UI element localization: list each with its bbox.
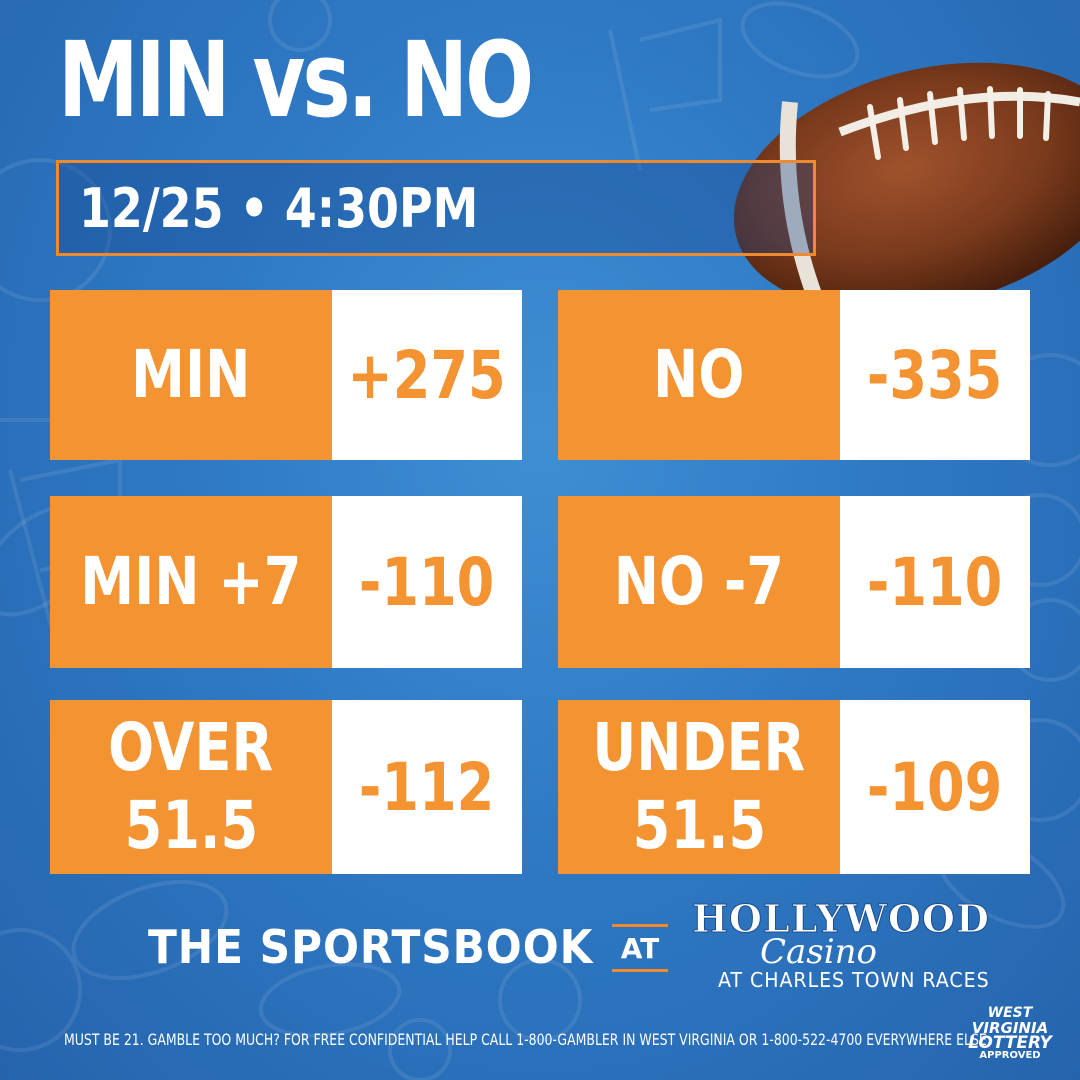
odds-grid: MIN +275 NO -335 MIN +7 -110 NO -7 -110 … — [50, 290, 1032, 874]
odds-label-over: OVER 51.5 — [50, 700, 332, 874]
sportsbook-name: THE SPORTSBOOK — [148, 920, 594, 974]
casino-logo-text: Casino — [760, 932, 877, 972]
game-datetime: 12/25 • 4:30PM — [79, 177, 479, 240]
charles-town-text: AT CHARLES TOWN RACES — [718, 968, 990, 992]
odds-value-min-moneyline: +275 — [332, 290, 522, 460]
odds-label-min-moneyline: MIN — [50, 290, 332, 460]
odds-value-over: -112 — [332, 700, 522, 874]
date-time-box: 12/25 • 4:30PM — [56, 160, 816, 256]
hollywood-logo-text: HOLLYWOOD — [692, 896, 990, 942]
odds-value-under: -109 — [840, 700, 1030, 874]
odds-label-under: UNDER 51.5 — [558, 700, 840, 874]
odds-label-no-spread: NO -7 — [558, 496, 840, 668]
page-title: MIN vs. NO — [58, 19, 534, 141]
odds-label-min-spread: MIN +7 — [50, 496, 332, 668]
gambling-disclaimer: MUST BE 21. GAMBLE TOO MUCH? FOR FREE CO… — [64, 1030, 991, 1049]
odds-value-no-moneyline: -335 — [840, 290, 1030, 460]
odds-value-min-spread: -110 — [332, 496, 522, 668]
wv-lottery-approved-logo: WEST VIRGINIA LOTTERY APPROVED — [968, 1005, 1052, 1062]
odds-value-no-spread: -110 — [840, 496, 1030, 668]
football-icon — [733, 62, 1080, 312]
odds-label-no-moneyline: NO — [558, 290, 840, 460]
at-label: AT — [612, 924, 668, 972]
